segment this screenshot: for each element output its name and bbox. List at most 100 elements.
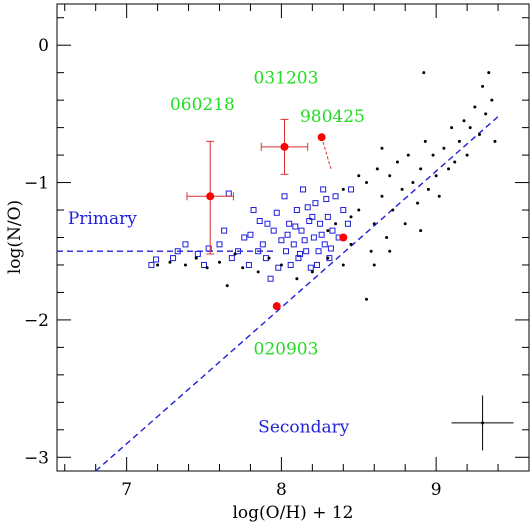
data-point xyxy=(341,263,345,267)
data-point xyxy=(217,260,221,264)
data-point xyxy=(153,256,160,263)
data-point xyxy=(400,187,404,191)
data-point xyxy=(462,119,466,123)
grb-points xyxy=(186,118,514,451)
line-label: Primary xyxy=(68,209,137,229)
data-point xyxy=(473,105,477,109)
data-point xyxy=(307,264,314,271)
data-point xyxy=(419,167,423,171)
x-axis-label: log(O/H) + 12 xyxy=(233,503,354,523)
data-point xyxy=(365,297,369,301)
data-point xyxy=(320,186,327,193)
data-point xyxy=(183,263,187,267)
data-point xyxy=(315,248,322,255)
data-point xyxy=(225,190,232,197)
square-series xyxy=(148,186,355,282)
data-point xyxy=(348,186,355,193)
data-point xyxy=(329,227,336,234)
data-point xyxy=(385,236,389,239)
data-point xyxy=(309,213,316,220)
data-point xyxy=(493,139,497,143)
data-series xyxy=(148,71,497,301)
data-point xyxy=(310,234,317,241)
data-point xyxy=(275,264,282,271)
data-point xyxy=(256,218,263,225)
data-point xyxy=(310,270,314,274)
data-point xyxy=(442,146,446,150)
data-point xyxy=(278,237,285,244)
data-point xyxy=(301,237,308,244)
data-point xyxy=(388,249,392,253)
data-point xyxy=(250,207,257,214)
data-point xyxy=(281,193,288,200)
data-point xyxy=(465,153,469,157)
data-point xyxy=(225,284,229,288)
data-point xyxy=(303,248,310,255)
grb-label: 980425 xyxy=(300,107,365,127)
data-point xyxy=(313,261,320,268)
data-point xyxy=(170,255,177,262)
data-point xyxy=(453,160,457,164)
y-tick-label: 0 xyxy=(38,36,49,56)
data-point xyxy=(395,160,399,164)
grb-point xyxy=(280,142,289,151)
data-point xyxy=(326,229,330,233)
data-point xyxy=(406,153,410,157)
data-point xyxy=(327,245,334,252)
connector-line xyxy=(321,137,332,169)
data-point xyxy=(148,261,155,268)
data-point xyxy=(457,139,461,143)
data-point xyxy=(365,181,369,185)
y-axis-label: log(N/O) xyxy=(5,200,25,274)
data-point xyxy=(321,241,328,248)
data-point xyxy=(450,126,454,130)
data-point xyxy=(267,275,274,282)
data-point xyxy=(332,193,339,200)
line-label: Secondary xyxy=(258,418,350,438)
data-point xyxy=(426,187,430,191)
data-point xyxy=(357,174,361,178)
data-point xyxy=(174,248,181,255)
data-point xyxy=(340,207,347,214)
data-point xyxy=(447,167,451,171)
data-point xyxy=(317,220,324,227)
data-point xyxy=(312,200,319,207)
grb-point xyxy=(339,233,348,242)
data-point xyxy=(434,174,438,178)
data-point xyxy=(245,261,252,268)
y-tick-label: −3 xyxy=(24,448,49,468)
reference-lines xyxy=(57,116,499,472)
dot-series xyxy=(156,71,497,301)
data-point xyxy=(259,241,266,248)
data-point xyxy=(304,204,311,211)
data-point xyxy=(194,250,201,257)
data-point xyxy=(490,98,494,102)
data-point xyxy=(437,194,441,198)
representative-error-point xyxy=(481,421,485,425)
data-point xyxy=(306,218,313,225)
annotations: 060218 031203 980425 020903 Primary Secondary xyxy=(68,69,365,438)
data-point xyxy=(182,241,189,248)
data-point xyxy=(295,277,299,281)
data-point xyxy=(372,222,376,226)
data-point xyxy=(423,139,427,143)
data-point xyxy=(241,234,248,241)
grb-label: 031203 xyxy=(254,69,319,89)
data-point xyxy=(205,245,212,252)
data-point xyxy=(481,84,485,88)
x-tick-label: 8 xyxy=(276,480,287,500)
data-point xyxy=(235,248,242,255)
data-point xyxy=(264,220,271,227)
data-point xyxy=(156,263,160,267)
data-point xyxy=(357,208,361,212)
data-point xyxy=(391,208,395,212)
x-tick-label: 7 xyxy=(121,480,132,500)
data-point xyxy=(233,252,237,256)
axis-ticks xyxy=(57,4,529,471)
y-tick-label: −2 xyxy=(24,311,49,331)
data-point xyxy=(205,266,209,270)
data-point xyxy=(221,227,228,234)
data-point xyxy=(298,227,305,234)
data-point xyxy=(287,261,294,268)
